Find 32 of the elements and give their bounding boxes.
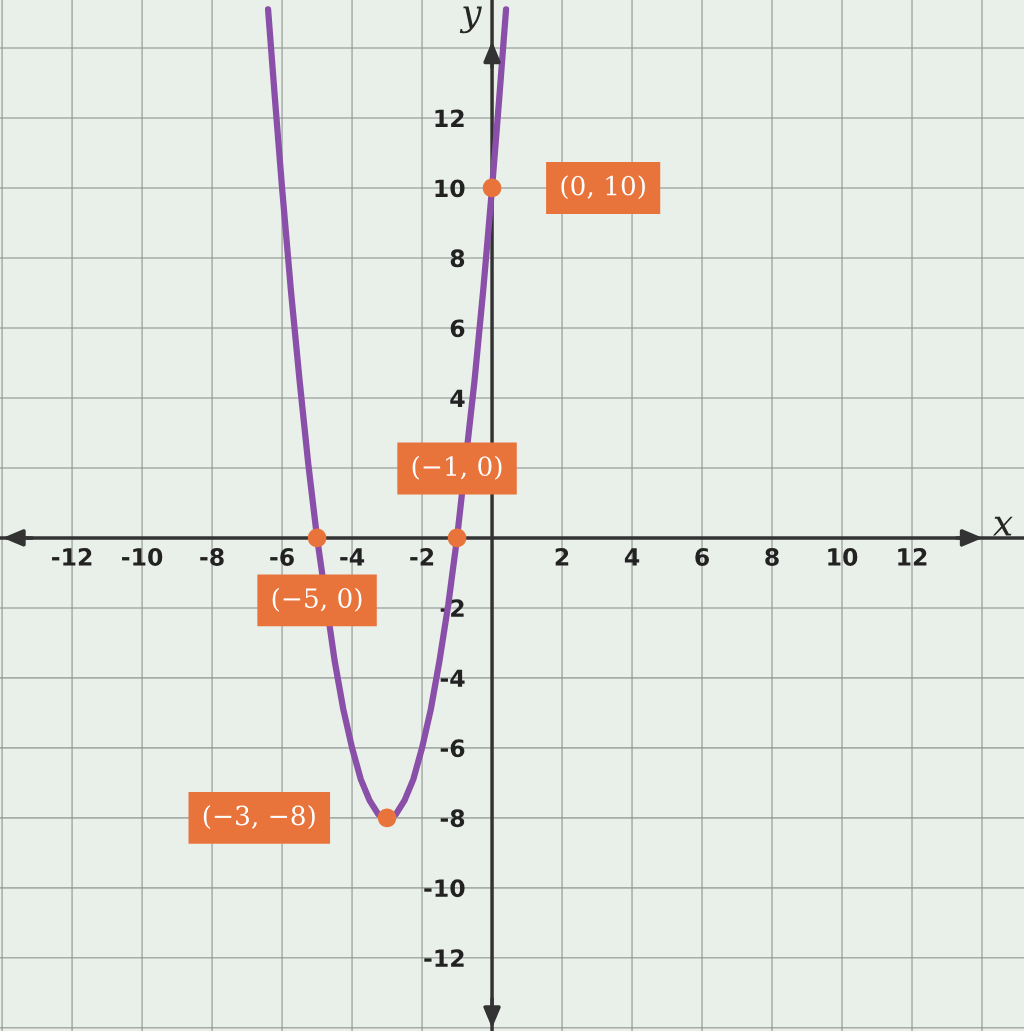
y-tick-label: 8 (450, 249, 465, 268)
y-tick-label: -10 (424, 879, 465, 898)
point (377, 808, 397, 828)
x-tick-label: 4 (624, 548, 640, 566)
x-tick-label: -12 (52, 548, 92, 566)
x-tick-label: 2 (555, 548, 569, 566)
y-axis-title: y (459, 6, 482, 34)
y-tick-label: 6 (450, 319, 465, 338)
annotation: (−3, −8) (203, 805, 315, 830)
x-tick-label: -10 (122, 548, 163, 566)
annotation: (−1, 0) (412, 455, 502, 480)
point (447, 528, 467, 548)
x-tick-label: -6 (270, 548, 294, 566)
y-tick-label: -6 (440, 739, 465, 758)
y-tick-label: 4 (450, 389, 465, 407)
x-tick-label: 8 (765, 548, 779, 566)
y-tick-label: -4 (440, 669, 465, 687)
x-tick-label: 6 (695, 548, 709, 566)
annotation: (−5, 0) (272, 587, 362, 612)
y-tick-label: -8 (440, 809, 465, 828)
y-tick-label: -12 (424, 949, 464, 967)
y-tick-label: 10 (435, 179, 465, 198)
x-tick-label: 10 (828, 548, 858, 566)
point (482, 178, 502, 198)
y-tick-label: 12 (435, 109, 464, 127)
x-tick-label: 12 (898, 548, 927, 566)
x-axis-title: x (992, 516, 1013, 536)
annotation: (0, 10) (561, 175, 645, 200)
point (307, 528, 327, 548)
x-tick-label: -2 (410, 548, 434, 566)
x-tick-label: -4 (340, 548, 365, 566)
x-tick-label: -8 (200, 548, 224, 566)
